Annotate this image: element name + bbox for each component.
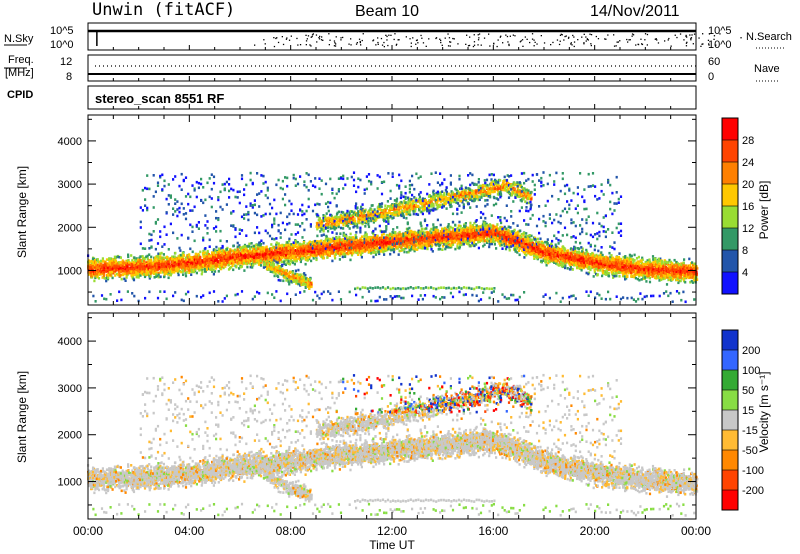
colorbar-tick-label: 28 [742,135,754,147]
colorbar-swatch [722,390,738,411]
nsky-trace [88,30,742,47]
cpid-program: stereo_scan 8551 RF [95,91,224,106]
colorbar-swatch [722,470,738,491]
colorbar-swatch [722,162,738,185]
colorbar-tick-label: 12 [742,223,754,235]
y-tick-label: 3000 [58,179,82,191]
colorbar-tick-label: -200 [742,485,764,497]
y-tick-label: 4000 [58,336,82,348]
y-tick-label: 1000 [58,477,82,489]
x-tick-label: 12:00 [377,524,407,538]
nave-tick-top: 60 [708,56,720,68]
y-tick-label: 4000 [58,136,82,148]
power-colorbar: 28 24 20 16 12 8 4 [722,118,754,295]
y-tick-label: 1000 [58,265,82,277]
colorbar-tick-label: -50 [742,445,758,457]
date-title: 14/Nov/2011 [590,3,680,20]
nsearch-label: N.Search [746,31,792,43]
power-colorbar-label: Power [dB] [757,181,771,240]
y-tick-label: 2000 [58,222,82,234]
colorbar-swatch [722,430,738,451]
x-tick-label: 20:00 [580,524,610,538]
nsky-label: N.Sky [4,33,34,45]
x-tick-label: 00:00 [73,524,103,538]
colorbar-swatch [722,330,738,351]
nave-tick-bottom: 0 [708,71,714,83]
colorbar-tick-label: 200 [742,345,760,357]
nsky-tick-top: 10^5 [50,25,74,37]
colorbar-swatch [722,410,738,431]
colorbar-swatch [722,118,738,141]
colorbar-swatch [722,350,738,371]
colorbar-tick-label: 24 [742,157,754,169]
velocity-ylabel: Slant Range [km] [15,371,29,463]
power-heatmap [87,171,698,303]
y-tick-label: 2000 [58,430,82,442]
freq-tick-top: 12 [60,56,72,68]
x-axis-label: Time UT [369,538,415,552]
x-tick-label: 16:00 [478,524,508,538]
freq-label-line2: [MHz] [5,67,34,79]
colorbar-tick-label: 50 [742,385,754,397]
colorbar-swatch [722,184,738,207]
nsearch-tick-bottom: 10^0 [708,39,732,51]
freq-tick-bottom: 8 [66,71,72,83]
colorbar-swatch [722,140,738,163]
colorbar-tick-label: 4 [742,267,748,279]
x-tick-label: 08:00 [276,524,306,538]
colorbar-tick-label: 20 [742,179,754,191]
colorbar-swatch [722,490,738,511]
velocity-colorbar-label: Velocity [m s⁻¹] [757,371,771,452]
colorbar-swatch [722,206,738,229]
colorbar-swatch [722,370,738,391]
colorbar-swatch [722,450,738,471]
y-tick-label: 3000 [58,383,82,395]
colorbar-tick-label: 16 [742,201,754,213]
colorbar-tick-label: 8 [742,245,748,257]
x-tick-label: 00:00 [681,524,711,538]
colorbar-tick-label: -15 [742,425,758,437]
cpid-label: CPID [7,89,33,101]
station-title: Unwin (fitACF) [92,0,235,20]
velocity-heatmap [87,374,698,517]
colorbar-swatch [722,272,738,295]
nsky-tick-bottom: 10^0 [50,39,74,51]
nsearch-tick-top: 10^5 [708,25,732,37]
x-tick-label: 04:00 [174,524,204,538]
colorbar-swatch [722,250,738,273]
colorbar-tick-label: 15 [742,405,754,417]
colorbar-swatch [722,228,738,251]
nave-label: Nave [754,63,780,75]
colorbar-tick-label: -100 [742,465,764,477]
beam-title: Beam 10 [355,3,419,20]
power-ylabel: Slant Range [km] [15,166,29,258]
freq-label-line1: Freq. [8,54,34,66]
